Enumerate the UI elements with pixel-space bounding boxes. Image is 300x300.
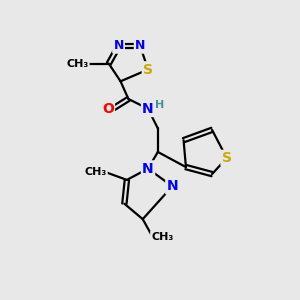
Text: CH₃: CH₃ (66, 58, 88, 69)
Text: H: H (155, 100, 164, 110)
Text: CH₃: CH₃ (151, 232, 173, 242)
Text: N: N (135, 40, 146, 52)
Text: N: N (142, 162, 154, 176)
Text: N: N (167, 179, 178, 193)
Text: S: S (222, 151, 232, 165)
Text: O: O (102, 102, 114, 116)
Text: N: N (113, 40, 124, 52)
Text: N: N (142, 102, 154, 116)
Text: CH₃: CH₃ (84, 167, 106, 177)
Text: S: S (143, 62, 153, 76)
